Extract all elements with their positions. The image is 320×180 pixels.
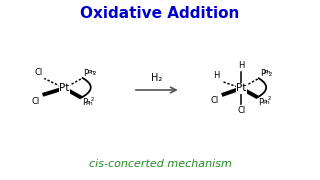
Text: H: H <box>213 71 219 80</box>
Text: Cl: Cl <box>211 96 219 105</box>
Text: 2: 2 <box>269 72 272 76</box>
Text: Cl: Cl <box>237 106 245 115</box>
Text: 2: 2 <box>268 96 271 101</box>
Text: H₂: H₂ <box>151 73 163 83</box>
Text: Ph: Ph <box>262 100 269 105</box>
Text: 2: 2 <box>91 97 94 102</box>
Text: Pt: Pt <box>236 83 246 93</box>
Text: P: P <box>259 98 264 107</box>
Text: cis-concerted mechanism: cis-concerted mechanism <box>89 159 231 170</box>
Text: H: H <box>238 62 244 71</box>
Text: P: P <box>82 98 87 107</box>
Text: 2: 2 <box>92 71 96 76</box>
Text: P: P <box>260 69 265 78</box>
Text: Cl: Cl <box>34 68 43 77</box>
Text: Ph: Ph <box>86 100 93 105</box>
Text: Pt: Pt <box>59 83 70 93</box>
Text: Oxidative Addition: Oxidative Addition <box>80 6 240 21</box>
Text: P: P <box>84 69 89 78</box>
Text: Ph: Ph <box>87 70 95 75</box>
Text: Cl: Cl <box>32 97 40 106</box>
Text: Ph: Ph <box>263 71 271 75</box>
